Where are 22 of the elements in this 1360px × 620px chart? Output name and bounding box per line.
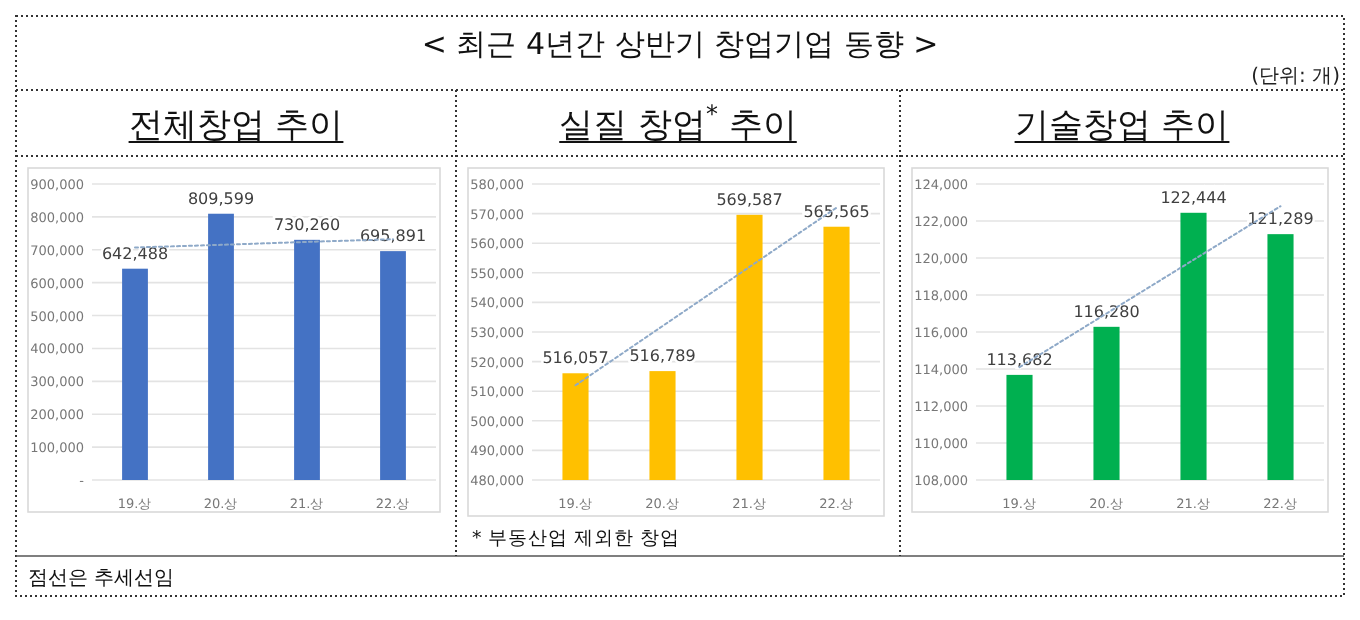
- data-label: 122,444: [1160, 188, 1227, 207]
- data-label: 565,565: [803, 202, 870, 221]
- bar: [122, 268, 148, 480]
- text: 점선은 추세선임: [28, 568, 175, 590]
- data-label: 642,488: [101, 244, 169, 263]
- text: * 부동산업 제외한 창업: [472, 528, 680, 550]
- data-label: 730,260: [273, 215, 341, 234]
- text: < 최근 4년간 상반기 창업기업 동향 >: [421, 26, 939, 62]
- bar: [208, 213, 234, 480]
- chart-title: 전체창업 추이: [128, 106, 344, 146]
- text: (단위: 개): [1251, 66, 1341, 88]
- chart-title: 실질 창업$^{*}$ 추이: [559, 100, 797, 146]
- data-label: 516,057: [542, 349, 609, 368]
- data-label: 569,587: [716, 190, 783, 209]
- bar: [380, 251, 406, 480]
- data-label: 116,280: [1073, 302, 1140, 321]
- chart-title: 기술창업 추이: [1014, 106, 1230, 146]
- data-label: 695,891: [359, 227, 427, 246]
- data-label: 516,789: [629, 347, 696, 366]
- bar: [294, 239, 320, 480]
- data-label: 809,599: [187, 189, 255, 208]
- data-label: 113,682: [986, 350, 1053, 369]
